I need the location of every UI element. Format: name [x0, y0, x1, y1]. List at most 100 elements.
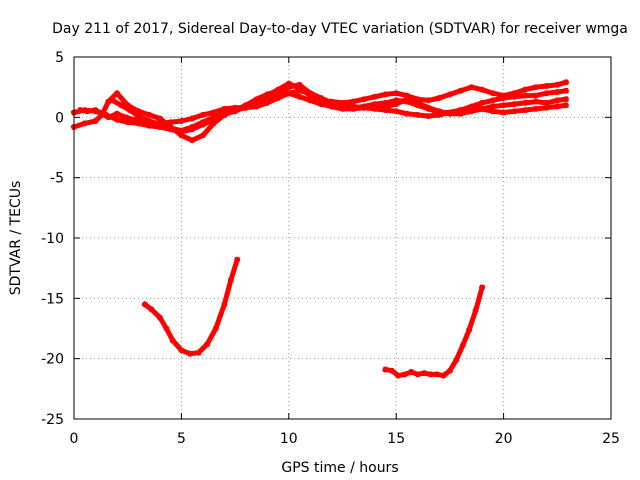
data-point — [81, 120, 88, 127]
data-point — [562, 96, 569, 103]
data-point — [522, 99, 529, 106]
x-tick-label: 0 — [70, 431, 79, 447]
data-point — [187, 350, 193, 357]
data-point — [562, 79, 569, 86]
data-point — [227, 277, 234, 284]
x-tick-label: 10 — [280, 431, 298, 447]
data-point — [148, 306, 155, 313]
data-point — [479, 105, 486, 112]
data-point — [148, 119, 155, 126]
data-point — [434, 371, 440, 378]
data-point — [532, 84, 539, 91]
data-point — [146, 111, 153, 118]
data-point — [543, 99, 550, 106]
data-point — [169, 337, 176, 344]
data-point — [221, 110, 228, 117]
data-point — [468, 104, 475, 111]
data-point — [296, 93, 303, 100]
data-point — [395, 372, 402, 379]
data-point — [212, 325, 219, 332]
data-point — [532, 98, 539, 105]
data-point — [221, 105, 228, 112]
x-tick-label: 5 — [177, 431, 186, 447]
data-point — [554, 81, 561, 88]
data-point — [189, 124, 196, 130]
data-point — [543, 90, 550, 97]
data-point — [425, 105, 432, 112]
data-point — [436, 111, 443, 118]
data-point — [562, 87, 569, 94]
data-point — [554, 89, 561, 95]
data-point — [122, 114, 129, 121]
data-point — [163, 325, 170, 332]
y-axis-label: SDTVAR / TECUs — [8, 181, 24, 296]
data-point — [264, 92, 271, 99]
data-point — [511, 101, 518, 108]
data-point — [285, 80, 292, 87]
data-point — [156, 120, 163, 127]
data-point — [98, 110, 105, 117]
data-point — [479, 86, 486, 93]
data-point — [361, 96, 367, 103]
x-axis-label: GPS time / hours — [281, 460, 398, 476]
data-point — [472, 307, 479, 314]
data-point — [371, 101, 378, 108]
data-point — [554, 97, 561, 104]
data-point — [468, 84, 475, 91]
y-tick-label: -20 — [41, 352, 64, 368]
y-tick-label: 5 — [55, 50, 64, 66]
data-point — [382, 107, 389, 114]
data-point — [382, 91, 389, 98]
data-point — [489, 90, 496, 97]
data-point — [408, 368, 415, 375]
data-point — [126, 107, 133, 114]
y-tick-label: -5 — [50, 171, 64, 187]
data-point — [532, 105, 539, 112]
data-point — [457, 107, 464, 114]
data-point — [339, 102, 346, 109]
data-point — [371, 105, 378, 112]
data-point — [328, 99, 335, 106]
data-point — [350, 103, 357, 110]
data-point — [500, 92, 507, 99]
data-point — [453, 356, 460, 363]
data-point — [105, 114, 112, 121]
series-layer — [70, 79, 569, 379]
data-point — [511, 90, 518, 97]
axis-ticks: 0 5 10 15 20 25 5 0 -5 -10 -15 -20 -25 — [41, 50, 620, 447]
data-point — [500, 102, 507, 109]
data-point — [522, 107, 529, 114]
data-point — [167, 119, 174, 126]
data-point — [210, 109, 217, 116]
data-point — [562, 102, 569, 109]
data-point — [114, 110, 120, 117]
data-point — [264, 99, 271, 106]
data-point — [307, 90, 314, 97]
data-point — [489, 108, 496, 115]
x-tick-label: 15 — [387, 431, 405, 447]
data-point — [425, 97, 432, 104]
data-point — [440, 372, 447, 379]
grid-lines — [74, 57, 611, 419]
data-point — [393, 108, 400, 115]
data-point — [479, 284, 486, 291]
data-point — [414, 102, 421, 109]
data-point — [425, 113, 432, 120]
data-point — [522, 92, 529, 99]
data-point — [403, 92, 410, 99]
data-point — [421, 370, 428, 377]
data-point — [234, 256, 241, 263]
data-point — [189, 115, 196, 122]
data-point — [275, 95, 282, 101]
data-point — [459, 342, 466, 349]
data-point — [141, 301, 148, 308]
data-point — [275, 86, 282, 93]
data-point — [114, 90, 120, 97]
data-point — [457, 87, 464, 94]
data-point — [318, 95, 324, 101]
data-point — [350, 98, 357, 105]
data-point — [427, 371, 434, 378]
data-point — [446, 91, 453, 98]
data-point — [83, 108, 90, 115]
